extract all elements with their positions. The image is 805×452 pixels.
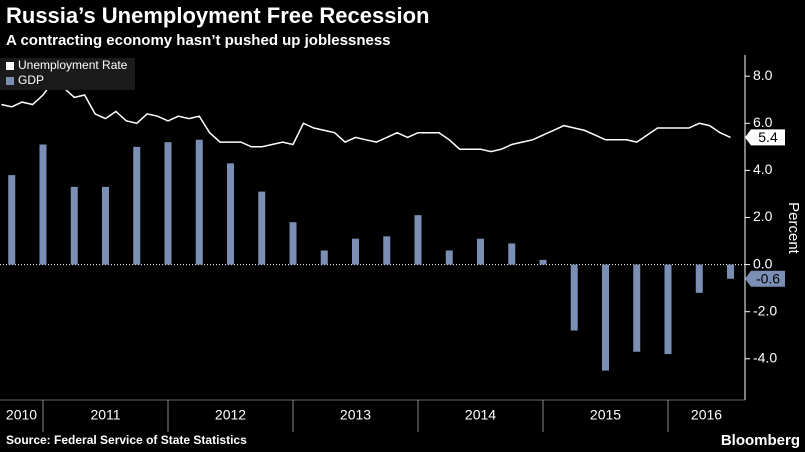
x-tick-label: 2013 <box>340 407 371 423</box>
end-label-box <box>745 270 785 287</box>
bar <box>39 144 47 265</box>
bar <box>102 186 109 265</box>
bar <box>695 264 703 293</box>
bar <box>352 238 359 265</box>
bar <box>258 191 266 265</box>
end-label-box <box>745 129 785 146</box>
source: Source: Federal Service of State Statist… <box>6 433 247 447</box>
bar <box>477 238 484 265</box>
end-label: 5.4 <box>745 129 785 146</box>
y-tick-label: 2.0 <box>753 208 773 224</box>
x-tick-label: 2011 <box>90 407 120 423</box>
x-tick-label: 2015 <box>590 407 621 423</box>
bar <box>164 142 172 265</box>
y-tick-label: 8.0 <box>753 67 773 83</box>
bar <box>727 264 734 279</box>
bar <box>383 236 391 265</box>
end-label-text: -0.6 <box>756 270 780 286</box>
brand: Bloomberg <box>721 432 800 449</box>
bar <box>8 175 16 265</box>
y-axis-label: Percent <box>785 202 802 255</box>
bar <box>445 250 453 265</box>
bar <box>602 264 609 371</box>
legend-label: Unemployment Rate <box>18 58 128 72</box>
bar <box>414 215 422 265</box>
bar <box>195 139 203 265</box>
x-tick-label: 2014 <box>465 407 496 423</box>
legend-swatch <box>6 62 14 70</box>
bar <box>633 264 641 352</box>
bar <box>539 259 547 265</box>
legend-label: GDP <box>18 73 44 87</box>
legend-box <box>0 58 135 90</box>
y-tick-label: 4.0 <box>753 161 773 177</box>
y-tick-label: 6.0 <box>753 114 773 130</box>
x-tick-label: 2012 <box>215 407 246 423</box>
bar <box>133 146 141 265</box>
y-tick-label: -4.0 <box>753 349 777 365</box>
x-tick-label: 2016 <box>691 407 722 423</box>
y-tick-label: -2.0 <box>753 302 777 318</box>
bar <box>508 243 516 265</box>
chart-title: Russia’s Unemployment Free Recession <box>6 3 429 28</box>
end-label: -0.6 <box>745 270 785 287</box>
legend-swatch <box>6 77 14 85</box>
bar <box>570 264 578 331</box>
bar <box>664 264 672 355</box>
x-tick-label: 2010 <box>6 407 37 423</box>
y-tick-label: 0.0 <box>753 255 773 271</box>
bar <box>289 222 297 265</box>
bar <box>227 163 234 265</box>
end-label-text: 5.4 <box>758 129 778 145</box>
line <box>1 79 731 153</box>
bar <box>70 186 78 265</box>
chart-subtitle: A contracting economy hasn’t pushed up j… <box>6 32 391 49</box>
bar <box>320 250 328 265</box>
